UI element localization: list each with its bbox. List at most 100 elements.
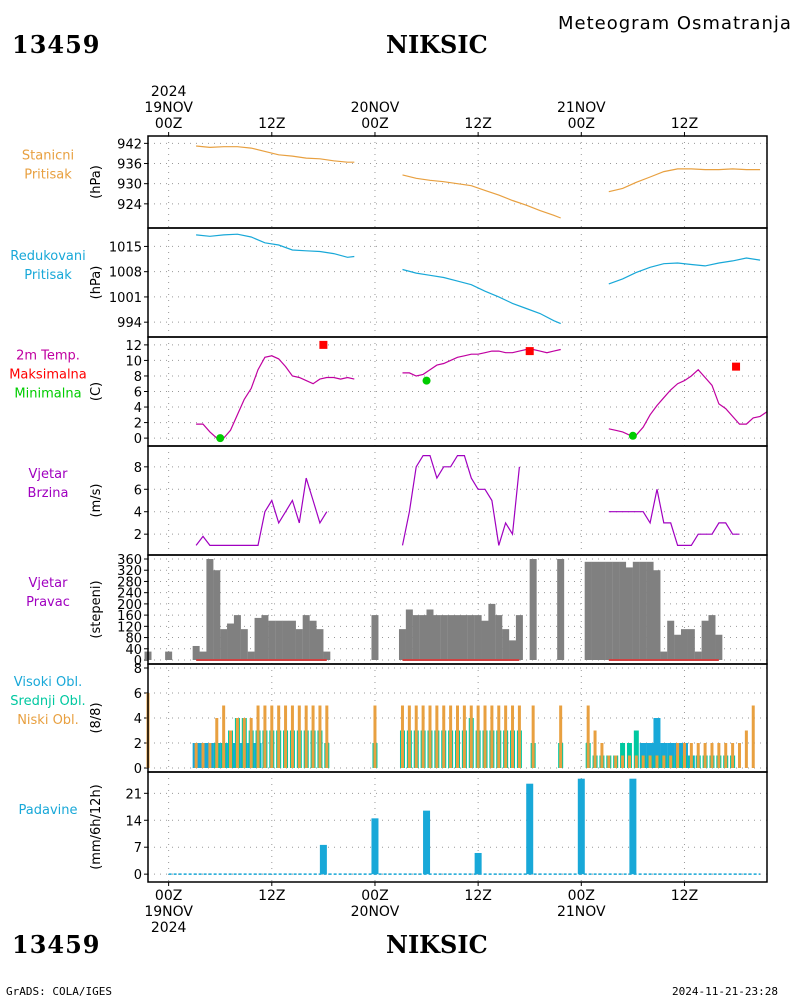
bar (460, 615, 468, 660)
bar (591, 561, 599, 660)
panel-wind_speed: 2 4 6 8 Vjetar Brzina (m/s) (28, 445, 768, 556)
unit-label: (hPa) (89, 266, 104, 300)
bar (220, 629, 228, 660)
cloud-bar (304, 705, 308, 768)
series-line (402, 268, 561, 325)
panel-label: Maksimalna (9, 368, 87, 383)
y-tick-label: 924 (117, 198, 142, 213)
series-line (608, 368, 768, 436)
y-tick-label: 994 (117, 316, 142, 331)
bar (612, 561, 620, 660)
y-tick-label: 1015 (109, 240, 142, 255)
y-tick-label: 40 (125, 643, 142, 658)
x-tick-label-top: 12Z (671, 116, 698, 132)
cloud-bar (696, 743, 700, 768)
series-line (401, 455, 520, 546)
cloud-bar (311, 705, 315, 768)
cloud-bar (497, 705, 501, 768)
panel-label: Vjetar (29, 467, 69, 482)
bar (233, 615, 241, 660)
station-id-bottom: 13459 (12, 930, 101, 959)
x-tick-label-top: 12Z (258, 116, 285, 132)
panel-frame (147, 445, 768, 556)
bar (488, 603, 496, 660)
series-line (196, 233, 355, 258)
cloud-bar (462, 705, 466, 768)
y-tick-label: 160 (117, 609, 142, 624)
series-line (608, 257, 761, 285)
cloud-bar (421, 705, 425, 768)
x-tick-label-bottom: 2024 (151, 920, 187, 936)
panel-label: Pritisak (24, 168, 72, 183)
series-line (608, 489, 740, 546)
cloud-bar (256, 705, 260, 768)
y-tick-label: 930 (117, 178, 142, 193)
x-tick-label-bottom: 12Z (464, 888, 491, 904)
cloud-bar (669, 755, 673, 768)
cloud-bar (662, 755, 666, 768)
x-tick-label-bottom: 12Z (258, 888, 285, 904)
bar (206, 559, 214, 660)
cloud-bar (593, 730, 597, 768)
series-line (196, 145, 355, 163)
cloud-bar (731, 743, 735, 768)
bar (398, 629, 406, 660)
y-tick-label: 80 (125, 632, 142, 647)
bar (447, 615, 455, 660)
panel-label: Srednji Obl. (10, 694, 85, 709)
cloud-bar (435, 705, 439, 768)
bar (708, 615, 716, 660)
bar (694, 651, 702, 660)
cloud-bar (653, 718, 661, 768)
x-tick-label-top: 00Z (155, 116, 182, 132)
min-marker (628, 431, 637, 440)
cloud-bar (689, 743, 693, 768)
cloud-bar (607, 755, 611, 768)
bar (660, 651, 668, 660)
max-marker (525, 347, 534, 356)
cloud-bar (449, 705, 453, 768)
bar (687, 629, 695, 660)
y-tick-label: 0 (134, 762, 142, 777)
unit-label: (C) (89, 382, 104, 401)
panel-label: Padavine (19, 803, 78, 818)
panel-frame (147, 336, 768, 447)
bar (509, 640, 517, 660)
cloud-bar (297, 705, 301, 768)
bar (495, 615, 503, 660)
cloud-bar (600, 743, 604, 768)
bar (240, 629, 248, 660)
series-line (608, 168, 761, 193)
bar (227, 623, 235, 660)
cloud-bar (215, 718, 219, 768)
y-tick-label: 4 (134, 712, 142, 727)
x-tick-label-bottom: 12Z (671, 888, 698, 904)
bar (646, 561, 654, 660)
timestamp: 2024-11-21-23:28 (672, 985, 778, 998)
bar (261, 615, 269, 660)
cloud-bar (511, 705, 515, 768)
bar (316, 629, 324, 660)
cloud-bar (586, 705, 590, 768)
bar (715, 634, 723, 660)
bar (440, 615, 448, 660)
max-marker (319, 340, 328, 349)
y-tick-label: 0 (134, 868, 142, 883)
x-tick-label-top: 2024 (151, 84, 187, 100)
station-name-bottom: NIKSIC (386, 930, 488, 959)
cloud-bar (621, 755, 625, 768)
min-marker (216, 434, 225, 443)
bar (502, 629, 510, 660)
bar (302, 615, 310, 660)
cloud-bar (407, 705, 411, 768)
panel-label: Vjetar (29, 576, 69, 591)
bar (426, 609, 434, 660)
panel-label: 2m Temp. (16, 349, 80, 364)
cloud-bar (270, 705, 274, 768)
cloud-bar (648, 755, 652, 768)
meteogram-subtitle: Meteogram Osmatranja (558, 13, 792, 34)
y-tick-label: 240 (117, 587, 142, 602)
y-tick-label: 1001 (109, 291, 142, 306)
